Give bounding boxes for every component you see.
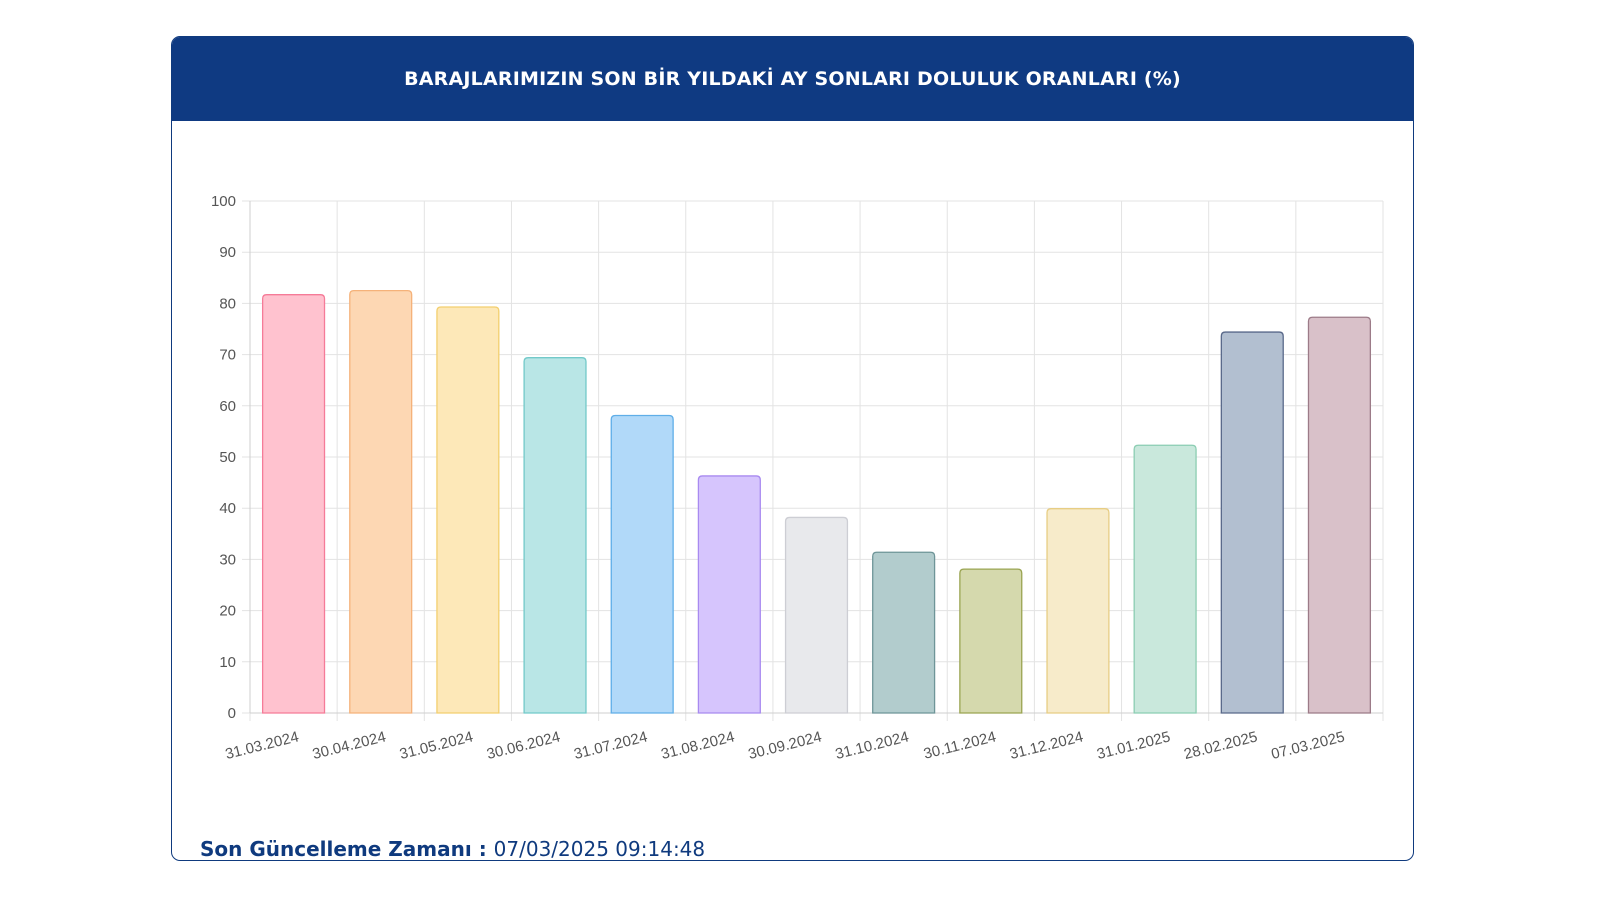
x-tick-label: 31.03.2024 <box>224 728 301 763</box>
x-tick-label: 31.05.2024 <box>398 728 475 763</box>
chart-card: BARAJLARIMIZIN SON BİR YILDAKİ AY SONLAR… <box>171 36 1414 861</box>
y-tick-label: 50 <box>219 449 236 466</box>
x-tick-label: 30.06.2024 <box>485 728 562 763</box>
last-update-label: Son Güncelleme Zamanı <box>200 837 472 861</box>
x-tick-label: 30.04.2024 <box>311 728 388 763</box>
x-tick-label: 31.10.2024 <box>834 728 911 763</box>
x-tick-label: 30.09.2024 <box>747 728 824 763</box>
y-tick-label: 10 <box>219 654 236 671</box>
bar <box>697 475 761 714</box>
bar <box>261 294 326 714</box>
y-tick-label: 80 <box>219 295 236 312</box>
x-tick-label: 31.01.2025 <box>1095 728 1172 763</box>
bar <box>784 516 849 714</box>
bar <box>959 568 1023 714</box>
y-tick-label: 70 <box>219 347 236 364</box>
bar <box>436 306 500 714</box>
x-tick-label: 31.12.2024 <box>1008 728 1085 763</box>
last-update-value: 07/03/2025 09:14:48 <box>493 837 706 861</box>
x-tick-label: 31.08.2024 <box>659 728 736 763</box>
card-title: BARAJLARIMIZIN SON BİR YILDAKİ AY SONLAR… <box>404 68 1181 90</box>
x-tick-label: 28.02.2025 <box>1182 728 1259 763</box>
bar <box>872 551 936 714</box>
bar <box>1307 316 1372 714</box>
bar-chart: 0 10 20 30 40 50 60 70 80 90 100 31.03.2024 30.04.20… <box>211 193 1384 763</box>
last-update: Son Güncelleme Zamanı : 07/03/2025 09:14… <box>200 837 706 861</box>
bar <box>349 289 413 714</box>
y-tick-label: 40 <box>219 500 236 517</box>
y-tick-label: 30 <box>219 551 236 568</box>
y-tick-label: 100 <box>211 193 236 210</box>
chart-area: 0 10 20 30 40 50 60 70 80 90 100 31.03.2024 30.04.20… <box>172 121 1412 771</box>
bar <box>1046 508 1110 714</box>
y-tick-label: 90 <box>219 244 236 261</box>
bar <box>1133 444 1197 714</box>
y-tick-label: 60 <box>219 398 236 415</box>
x-tick-label: 31.07.2024 <box>572 728 649 763</box>
card-header: BARAJLARIMIZIN SON BİR YILDAKİ AY SONLAR… <box>172 37 1413 121</box>
x-tick-label: 30.11.2024 <box>922 728 998 762</box>
bar <box>610 414 674 714</box>
bar <box>523 357 587 714</box>
x-tick-label: 07.03.2025 <box>1269 728 1346 763</box>
last-update-separator: : <box>471 837 494 861</box>
y-tick-label: 0 <box>228 705 236 722</box>
y-tick-label: 20 <box>219 603 236 620</box>
bar <box>1220 331 1284 714</box>
